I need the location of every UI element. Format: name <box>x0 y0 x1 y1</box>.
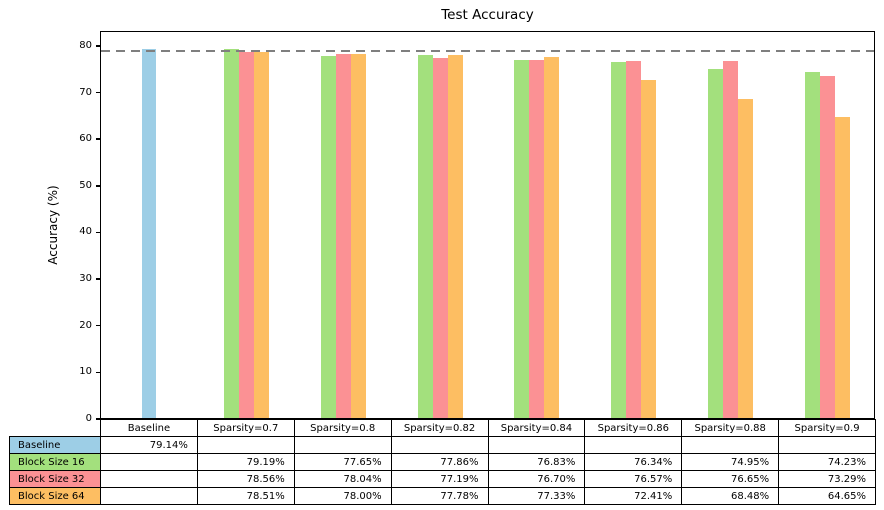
bar-block-size-64-sparsity-0.82 <box>447 55 463 418</box>
bar-block-size-32-sparsity-0.84 <box>529 60 545 418</box>
column-header: Sparsity=0.82 <box>390 419 489 437</box>
bar-block-size-32-sparsity-0.9 <box>820 76 836 418</box>
table-cell: 77.33% <box>487 487 586 505</box>
table-cell <box>100 470 198 488</box>
y-tick-label: 10 <box>79 366 92 378</box>
y-tick-label: 70 <box>79 86 92 98</box>
data-table: Baseline Sparsity=0.7 Sparsity=0.8 Sparsity… <box>9 419 876 505</box>
table-cell <box>487 436 586 454</box>
y-tick-label: 50 <box>79 179 92 191</box>
row-label-baseline: Baseline <box>9 436 101 454</box>
y-tick-label: 40 <box>79 226 92 238</box>
chart-title: Test Accuracy <box>441 7 534 23</box>
table-cell: 78.56% <box>196 470 295 488</box>
y-tick-label: 30 <box>79 273 92 285</box>
bar-block-size-32-sparsity-0.7 <box>238 51 254 418</box>
row-label-block-size-16: Block Size 16 <box>9 453 101 471</box>
table-cell <box>293 436 392 454</box>
y-tick-mark <box>96 231 100 234</box>
table-cell: 76.70% <box>487 470 586 488</box>
plot-area <box>100 31 875 419</box>
y-tick-label: 60 <box>79 133 92 145</box>
row-label-block-size-32: Block Size 32 <box>9 470 101 488</box>
y-tick-mark <box>96 45 100 47</box>
table-cell: 76.83% <box>487 453 586 471</box>
table-cell: 78.00% <box>293 487 392 505</box>
bar-block-size-16-sparsity-0.9 <box>805 71 821 418</box>
table-cell: 68.48% <box>681 487 780 505</box>
table-cell <box>584 436 683 454</box>
bar-block-size-16-sparsity-0.7 <box>223 48 239 418</box>
y-tick-mark <box>96 91 100 94</box>
table-cell: 76.65% <box>681 470 780 488</box>
bar-block-size-16-sparsity-0.88 <box>708 68 724 418</box>
table-cell: 72.41% <box>584 487 683 505</box>
column-header: Sparsity=0.9 <box>778 419 876 437</box>
column-header: Sparsity=0.84 <box>487 419 586 437</box>
bar-block-size-16-sparsity-0.8 <box>320 55 336 418</box>
table-row: Block Size 64 78.51% 78.00% 77.78% 77.33% 72.… <box>9 487 876 505</box>
bar-block-size-64-sparsity-0.84 <box>544 57 560 418</box>
table-cell <box>778 436 876 454</box>
table-cell <box>100 453 198 471</box>
column-header: Sparsity=0.7 <box>196 419 295 437</box>
bar-block-size-16-sparsity-0.84 <box>514 59 530 418</box>
bar-block-size-64-sparsity-0.7 <box>253 51 269 418</box>
table-cell <box>100 487 198 505</box>
bar-block-size-32-sparsity-0.8 <box>335 54 351 418</box>
bar-block-size-64-sparsity-0.86 <box>641 80 657 418</box>
table-cell: 73.29% <box>778 470 876 488</box>
column-header: Sparsity=0.88 <box>681 419 780 437</box>
column-header: Baseline <box>100 419 198 437</box>
bar-baseline <box>142 48 157 418</box>
y-tick-label: 20 <box>79 319 92 331</box>
bar-block-size-64-sparsity-0.9 <box>835 116 851 418</box>
bar-block-size-32-sparsity-0.88 <box>723 60 739 418</box>
legend-data-table-holder: Baseline Sparsity=0.7 Sparsity=0.8 Sparsity… <box>9 419 876 505</box>
y-tick-label: 80 <box>79 39 92 51</box>
table-cell: 74.23% <box>778 453 876 471</box>
table-cell: 76.57% <box>584 470 683 488</box>
y-tick-mark <box>96 418 100 420</box>
column-header: Sparsity=0.86 <box>584 419 683 437</box>
table-row: Block Size 16 79.19% 77.65% 77.86% 76.83% 76.… <box>9 453 876 471</box>
bar-block-size-32-sparsity-0.82 <box>432 58 448 418</box>
y-tick-mark <box>96 324 100 327</box>
y-tick-mark <box>96 185 100 187</box>
bar-block-size-16-sparsity-0.86 <box>611 62 627 418</box>
bar-block-size-32-sparsity-0.86 <box>626 60 642 418</box>
y-tick-label: 0 <box>85 413 92 424</box>
table-corner-blank <box>10 420 101 437</box>
bar-block-size-16-sparsity-0.82 <box>417 54 433 418</box>
table-row: Baseline 79.14% <box>9 436 876 454</box>
bar-block-size-64-sparsity-0.8 <box>350 54 366 418</box>
table-cell: 78.04% <box>293 470 392 488</box>
table-row: Block Size 32 78.56% 78.04% 77.19% 76.70% 76.… <box>9 470 876 488</box>
table-cell <box>681 436 780 454</box>
table-cell: 77.86% <box>390 453 489 471</box>
y-tick-mark <box>96 138 100 140</box>
table-cell: 78.51% <box>196 487 295 505</box>
row-label-block-size-64: Block Size 64 <box>9 487 101 505</box>
table-cell: 76.34% <box>584 453 683 471</box>
table-cell <box>390 436 489 454</box>
table-header-row: Baseline Sparsity=0.7 Sparsity=0.8 Sparsity… <box>10 419 876 437</box>
table-cell <box>196 436 295 454</box>
table-cell: 77.65% <box>293 453 392 471</box>
table-cell: 77.78% <box>390 487 489 505</box>
table-cell: 64.65% <box>778 487 876 505</box>
bar-block-size-64-sparsity-0.88 <box>738 98 754 418</box>
baseline-reference-line <box>101 49 874 53</box>
y-tick-mark <box>96 371 100 374</box>
table-cell: 74.95% <box>681 453 780 471</box>
column-header: Sparsity=0.8 <box>293 419 392 437</box>
table-cell: 77.19% <box>390 470 489 488</box>
table-cell: 79.19% <box>196 453 295 471</box>
table-cell: 79.14% <box>100 436 198 454</box>
y-tick-mark <box>96 278 100 280</box>
